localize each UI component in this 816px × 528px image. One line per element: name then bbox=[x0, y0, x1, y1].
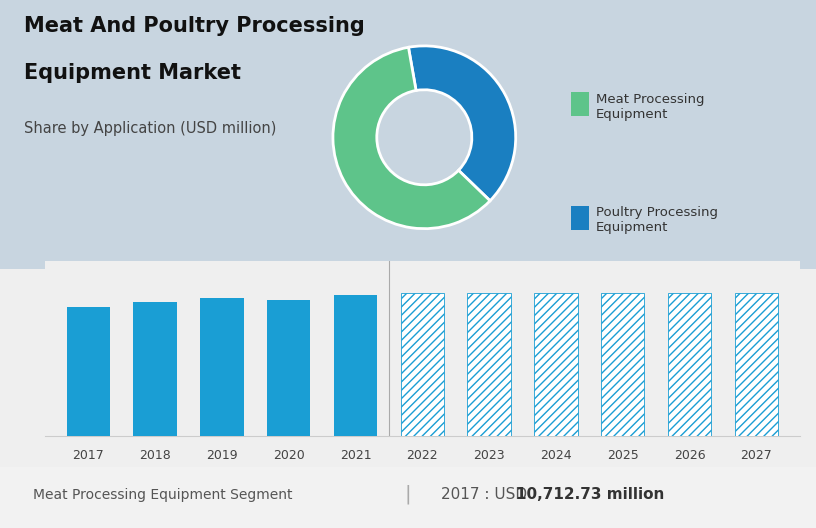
Text: Poultry Processing
Equipment: Poultry Processing Equipment bbox=[596, 206, 718, 234]
Text: Meat Processing
Equipment: Meat Processing Equipment bbox=[596, 93, 704, 121]
Bar bbox=[267, 300, 310, 436]
Wedge shape bbox=[409, 46, 516, 201]
Text: Share by Application (USD million): Share by Application (USD million) bbox=[24, 121, 277, 136]
Text: Meat And Poultry Processing: Meat And Poultry Processing bbox=[24, 16, 366, 36]
Wedge shape bbox=[333, 48, 490, 229]
Text: 10,712.73 million: 10,712.73 million bbox=[516, 487, 664, 502]
Bar bbox=[667, 293, 712, 436]
Text: |: | bbox=[405, 485, 411, 504]
Text: 2017 : USD: 2017 : USD bbox=[441, 487, 532, 502]
Bar bbox=[468, 293, 511, 436]
Text: Equipment Market: Equipment Market bbox=[24, 63, 242, 83]
Bar bbox=[67, 307, 110, 436]
Bar bbox=[734, 293, 778, 436]
Bar bbox=[534, 293, 578, 436]
Text: Meat Processing Equipment Segment: Meat Processing Equipment Segment bbox=[33, 488, 292, 502]
Bar bbox=[401, 293, 444, 436]
Bar bbox=[133, 303, 177, 436]
Bar bbox=[601, 293, 645, 436]
Bar bbox=[334, 295, 377, 436]
Bar bbox=[200, 298, 244, 436]
